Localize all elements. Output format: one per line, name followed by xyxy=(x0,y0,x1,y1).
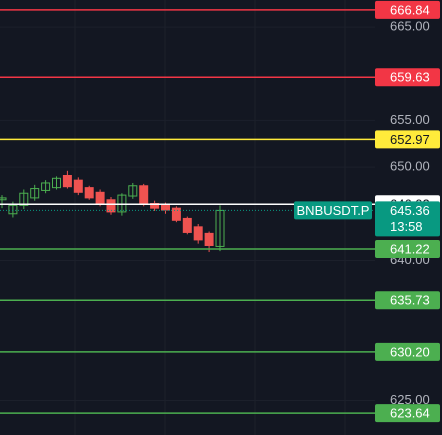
level-label: 623.64 xyxy=(390,406,430,421)
candle-body xyxy=(0,197,7,201)
symbol-label: BNBUSDT.P xyxy=(297,203,370,218)
level-label: 630.20 xyxy=(390,344,430,359)
candle-body xyxy=(8,204,18,215)
y-tick-label: 665.00 xyxy=(390,19,430,34)
level-badge xyxy=(375,0,440,19)
level-badge xyxy=(375,342,440,361)
price-label: 645.36 xyxy=(390,203,430,218)
level-label: 666.84 xyxy=(390,2,430,17)
candle-body xyxy=(171,207,181,221)
candle-body xyxy=(161,204,170,211)
candle-body xyxy=(204,232,214,247)
price-badge xyxy=(375,201,440,237)
candle-body xyxy=(41,182,51,191)
y-tick-label: 655.00 xyxy=(390,112,430,127)
candle-body xyxy=(62,174,72,188)
symbol-badge xyxy=(294,201,372,220)
level-label: 641.22 xyxy=(390,241,430,256)
candle-body xyxy=(106,199,116,213)
y-tick-label: 650.00 xyxy=(390,159,430,174)
candle-body xyxy=(84,187,94,199)
candle-body xyxy=(95,191,105,205)
candle-body xyxy=(193,226,203,241)
candle-body xyxy=(182,217,192,233)
level-badge xyxy=(375,404,440,423)
level-badge xyxy=(375,130,440,149)
level-label: 635.73 xyxy=(390,293,430,308)
candle-body xyxy=(52,177,61,189)
candle-body xyxy=(73,179,83,193)
level-badge xyxy=(375,291,440,310)
countdown-label: 13:58 xyxy=(390,219,423,234)
level-label: 652.97 xyxy=(390,132,430,147)
candle-body xyxy=(30,188,40,199)
candle-body xyxy=(19,192,29,206)
candle-body xyxy=(139,185,149,205)
level-badge xyxy=(375,240,440,259)
y-tick-label: 625.00 xyxy=(390,392,430,407)
level-badge xyxy=(375,68,440,87)
level-label: 659.63 xyxy=(390,70,430,85)
candle-body xyxy=(128,185,138,197)
